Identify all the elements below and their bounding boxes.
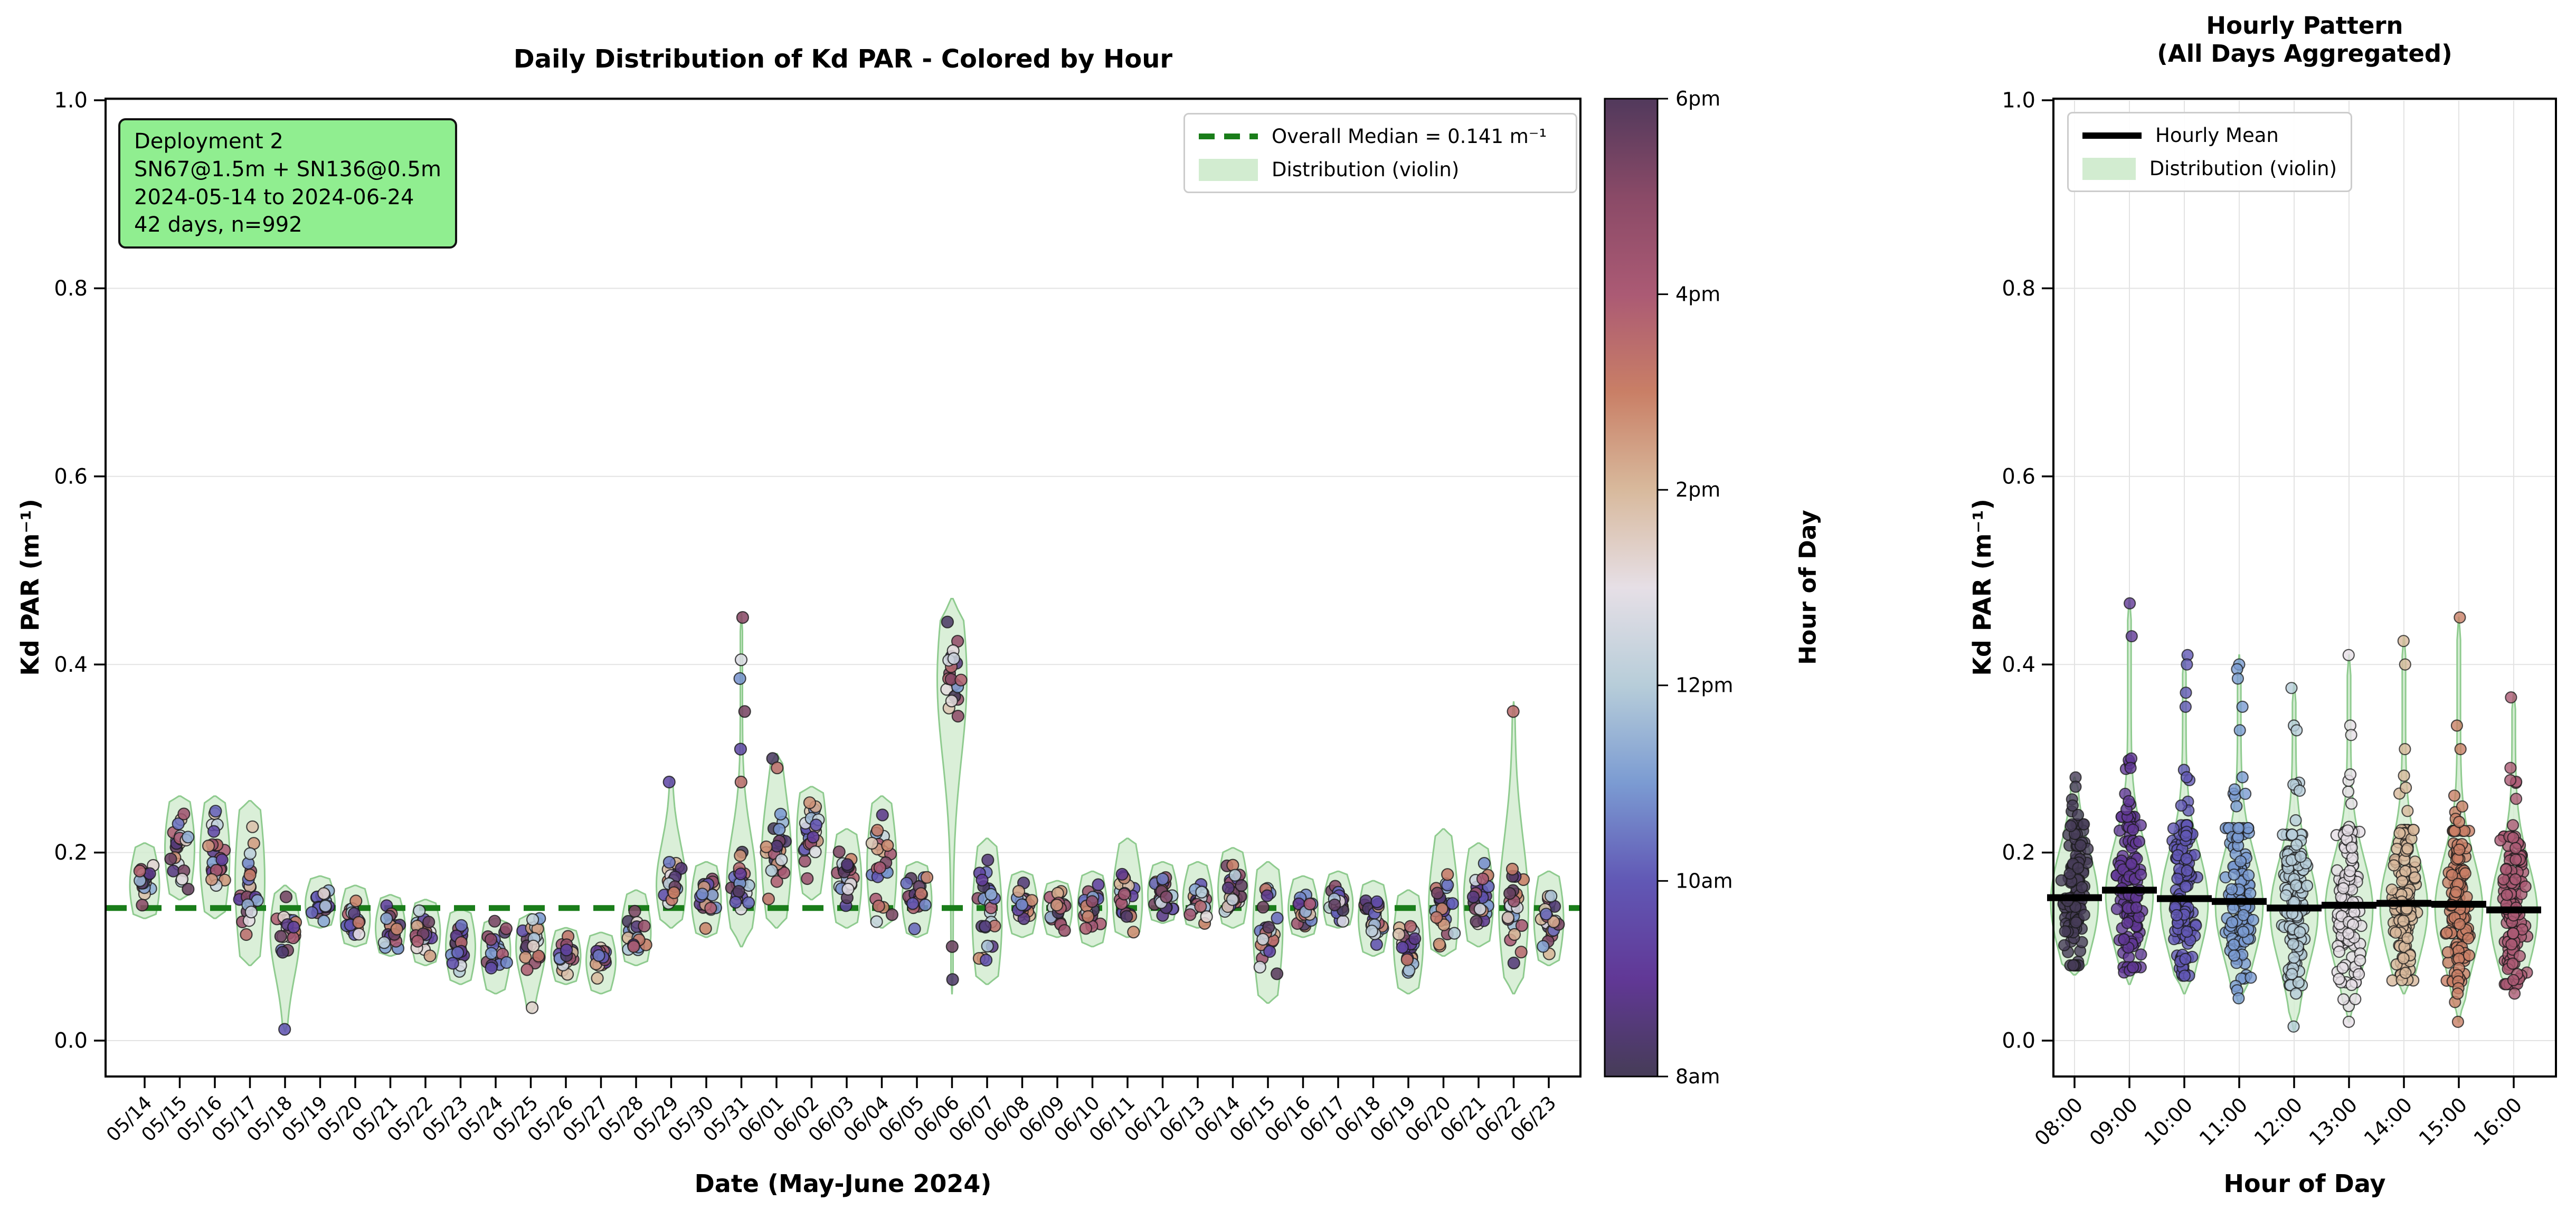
right-y-tick-label: 0.8 [2002, 277, 2035, 301]
hour-tick-label: 11:00 [2195, 1093, 2252, 1150]
info-line-sensors: SN67@1.5m + SN136@0.5m [134, 157, 441, 182]
right-y-tick-label: 0.2 [2002, 841, 2035, 865]
right-panel-title: Hourly Pattern (All Days Aggregated) [2053, 12, 2556, 68]
right-y-axis-label: Kd PAR (m⁻¹) [1968, 499, 1996, 676]
violin-patch-sample-icon [1199, 158, 1258, 181]
right-x-axis-label: Hour of Day [2223, 1169, 2386, 1198]
left-y-tick-label: 0.4 [54, 653, 88, 677]
hourly-mean-bar [2376, 900, 2431, 907]
hour-tick-label: 08:00 [2030, 1093, 2088, 1150]
left-x-axis-label: Date (May-June 2024) [694, 1169, 992, 1198]
right-panel-title-line2: (All Days Aggregated) [2157, 40, 2452, 68]
info-line-daterange: 2024-05-14 to 2024-06-24 [134, 185, 414, 209]
right-y-tick-label: 0.0 [2002, 1029, 2035, 1053]
hour-tick-label: 09:00 [2085, 1093, 2143, 1150]
hourly-mean-bar [2102, 887, 2157, 894]
colorbar-tick-label: 6pm [1675, 87, 1720, 110]
hourly-mean-bar [2322, 901, 2376, 909]
mean-line-sample-icon [2082, 132, 2142, 139]
colorbar-label: Hour of Day [1794, 510, 1822, 665]
colorbar-tick-label: 2pm [1675, 478, 1720, 501]
violin-legend-label-right: Distribution (violin) [2149, 157, 2337, 180]
legend-row-violin-right: Distribution (violin) [2082, 157, 2337, 180]
deployment-info-box: Deployment 2 SN67@1.5m + SN136@0.5m 2024… [118, 118, 457, 249]
left-legend: Overall Median = 0.141 m⁻¹ Distribution … [1183, 113, 1577, 193]
violin-patch-sample-icon-right [2082, 157, 2136, 180]
left-y-tick-label: 1.0 [54, 89, 88, 113]
colorbar-tick-label: 4pm [1675, 283, 1720, 306]
hourly-mean-bar [2047, 894, 2102, 901]
hour-tick-label: 15:00 [2414, 1093, 2472, 1150]
left-violins-layer [129, 598, 1565, 1032]
hourly-mean-bar [2486, 906, 2541, 913]
hour-tick-label: 12:00 [2250, 1093, 2307, 1150]
left-y-tick-label: 0.0 [54, 1029, 88, 1053]
hourly-mean-bars [2047, 887, 2541, 913]
info-line-count: 42 days, n=992 [134, 213, 302, 237]
hourly-mean-legend-label: Hourly Mean [2155, 124, 2279, 147]
right-legend: Hourly Mean Distribution (violin) [2067, 112, 2352, 192]
hourly-mean-bar [2431, 901, 2486, 908]
left-y-axis-label: Kd PAR (m⁻¹) [16, 499, 44, 676]
right-y-tick-label: 0.6 [2002, 464, 2035, 489]
left-y-tick-label: 0.2 [54, 841, 88, 865]
info-line-deployment: Deployment 2 [134, 129, 283, 154]
violin-legend-label: Distribution (violin) [1272, 158, 1460, 181]
hourly-mean-bar [2267, 904, 2322, 912]
right-panel-title-line1: Hourly Pattern [2206, 12, 2403, 40]
left-scatter-layer [133, 611, 1565, 1036]
hourly-mean-bar [2157, 895, 2212, 902]
legend-row-violin: Distribution (violin) [1199, 158, 1562, 181]
right-y-tick-label: 0.4 [2002, 653, 2035, 677]
colorbar: 8am 10am 12pm 2pm 4pm 6pm [1604, 87, 1734, 1088]
median-legend-label: Overall Median = 0.141 m⁻¹ [1272, 125, 1547, 148]
hour-tick-label: 16:00 [2469, 1093, 2527, 1150]
spines [105, 98, 2557, 1078]
hourly-mean-bar [2212, 898, 2267, 905]
hour-tick-label: 10:00 [2140, 1093, 2198, 1150]
left-y-tick-label: 0.8 [54, 277, 88, 301]
colorbar-tick-label: 12pm [1675, 674, 1734, 697]
legend-row-hourly-mean: Hourly Mean [2082, 124, 2337, 147]
colorbar-tick-label: 10am [1675, 869, 1733, 892]
left-y-tick-label: 0.6 [54, 464, 88, 489]
colorbar-tick-label: 8am [1675, 1065, 1720, 1088]
left-panel-title: Daily Distribution of Kd PAR - Colored b… [513, 44, 1173, 74]
hour-tick-label: 13:00 [2305, 1093, 2362, 1150]
right-y-tick-label: 1.0 [2002, 89, 2035, 113]
hour-tick-label: 14:00 [2360, 1093, 2417, 1150]
legend-row-median: Overall Median = 0.141 m⁻¹ [1199, 125, 1562, 148]
median-line-sample-icon [1199, 134, 1258, 139]
